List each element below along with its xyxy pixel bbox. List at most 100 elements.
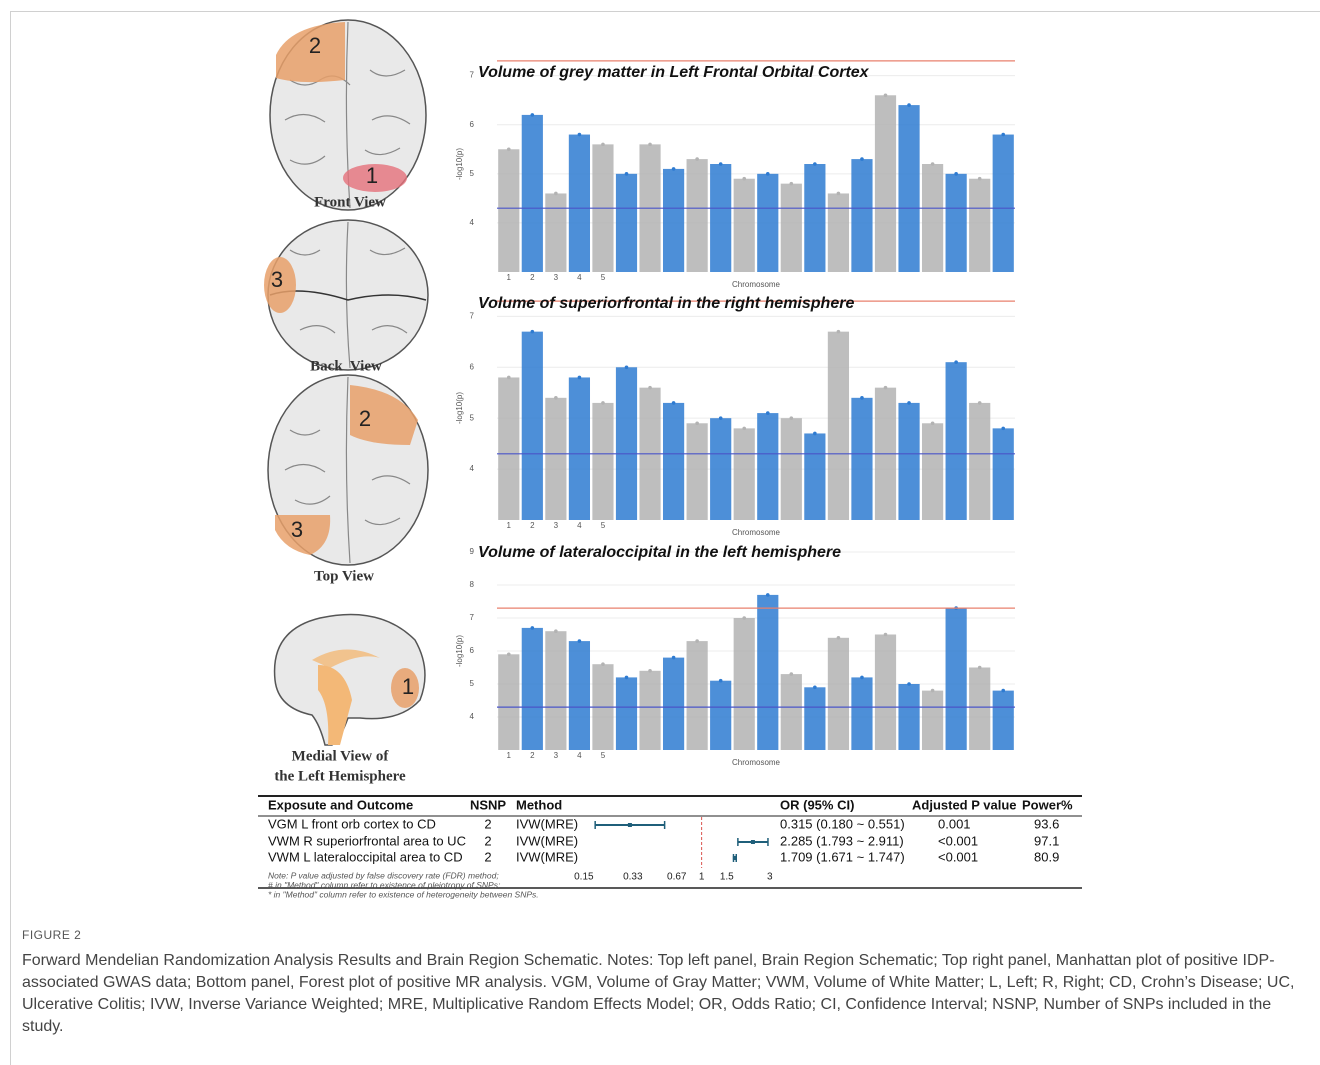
column-header: Adjusted P value — [912, 797, 1017, 812]
table-cell: 97.1 — [1034, 833, 1059, 848]
x-axis-label: Chromosome — [732, 528, 781, 537]
peak-point — [578, 639, 582, 643]
plot-title: Volume of lateraloccipital in the left h… — [478, 544, 841, 561]
chromosome-label: 2 — [530, 751, 535, 760]
peak-point — [601, 401, 605, 405]
peak-point — [1001, 133, 1005, 137]
table-cell: <0.001 — [938, 849, 978, 864]
peak-point — [954, 360, 958, 364]
peak-point — [837, 192, 841, 196]
peak-point — [931, 162, 935, 166]
peak-point — [742, 427, 746, 431]
chromosome-column — [498, 654, 519, 750]
peak-point — [672, 401, 676, 405]
chromosome-label: 2 — [530, 273, 535, 282]
peak-point — [790, 182, 794, 186]
peak-point — [907, 682, 911, 686]
table-cell: IVW(MRE) — [516, 849, 578, 864]
chromosome-column — [616, 367, 637, 520]
region-number: 2 — [359, 406, 371, 431]
column-header: Power% — [1022, 797, 1073, 812]
peak-point — [672, 167, 676, 171]
y-tick-label: 6 — [470, 120, 475, 129]
chromosome-column — [851, 677, 872, 750]
chromosome-column — [710, 681, 731, 750]
chromosome-label: 1 — [507, 521, 512, 530]
y-tick-label: 7 — [470, 311, 475, 320]
peak-point — [719, 416, 723, 420]
chromosome-column — [804, 687, 825, 750]
peak-point — [860, 396, 864, 400]
table-cell: 0.315 (0.180 ~ 0.551) — [780, 816, 905, 831]
y-tick-label: 4 — [470, 712, 475, 721]
column-header: OR (95% CI) — [780, 797, 854, 812]
chromosome-column — [781, 184, 802, 272]
y-tick-label: 7 — [470, 71, 475, 80]
peak-point — [695, 421, 699, 425]
chromosome-column — [898, 403, 919, 520]
peak-point — [931, 421, 935, 425]
column-header: Method — [516, 797, 562, 812]
chromosome-column — [545, 398, 566, 520]
chromosome-column — [663, 169, 684, 272]
peak-point — [695, 639, 699, 643]
peak-point — [766, 593, 770, 597]
table-cell: 93.6 — [1034, 816, 1059, 831]
peak-point — [954, 172, 958, 176]
view-label: Back View — [310, 358, 382, 374]
region-number: 1 — [366, 163, 378, 188]
figure: 2 1 Front View 3 Back View 2 3 Top View … — [0, 0, 1320, 920]
table-cell: 2 — [484, 849, 491, 864]
plot-title: Volume of grey matter in Left Frontal Or… — [478, 64, 870, 81]
chromosome-column — [922, 423, 943, 520]
chromosome-column — [922, 691, 943, 750]
chromosome-column — [710, 164, 731, 272]
forest-tick-label: 1.5 — [720, 872, 734, 883]
chromosome-column — [828, 193, 849, 272]
peak-point — [601, 143, 605, 147]
chromosome-column — [734, 618, 755, 750]
chromosome-label: 4 — [577, 751, 582, 760]
caption-text: Forward Mendelian Randomization Analysis… — [22, 950, 1312, 1038]
or-point — [733, 856, 737, 860]
chromosome-column — [969, 179, 990, 272]
table-note: # in "Method" column refer to existence … — [268, 880, 501, 890]
peak-point — [813, 686, 817, 690]
chromosome-column — [734, 179, 755, 272]
peak-point — [531, 626, 535, 630]
chromosome-column — [687, 423, 708, 520]
view-label: the Left Hemisphere — [274, 768, 406, 784]
table-cell: IVW(MRE) — [516, 833, 578, 848]
peak-point — [601, 662, 605, 666]
x-axis-label: Chromosome — [732, 758, 781, 767]
table-cell: VWM R superiorfrontal area to UC — [268, 833, 466, 848]
or-point — [628, 823, 632, 827]
chromosome-label: 4 — [577, 273, 582, 282]
peak-point — [837, 636, 841, 640]
y-tick-label: 9 — [470, 547, 475, 556]
region-number: 2 — [309, 33, 321, 58]
peak-point — [907, 401, 911, 405]
table-cell: 2 — [484, 816, 491, 831]
peak-point — [907, 103, 911, 107]
column-header: Exposute and Outcome — [268, 797, 413, 812]
table-cell: IVW(MRE) — [516, 816, 578, 831]
chromosome-column — [710, 418, 731, 520]
chromosome-column — [569, 641, 590, 750]
chromosome-column — [522, 332, 543, 520]
peak-point — [1001, 689, 1005, 693]
chromosome-column — [875, 635, 896, 751]
chromosome-column — [851, 159, 872, 272]
y-axis-label: -log10(p) — [455, 635, 464, 667]
peak-point — [813, 162, 817, 166]
chromosome-column — [898, 105, 919, 272]
forest-tick-label: 0.67 — [667, 872, 687, 883]
chromosome-column — [734, 428, 755, 520]
region-number: 3 — [271, 267, 283, 292]
peak-point — [813, 432, 817, 436]
peak-point — [672, 656, 676, 660]
peak-point — [719, 162, 723, 166]
view-label: Top View — [314, 568, 374, 584]
peak-point — [837, 330, 841, 334]
chromosome-column — [993, 428, 1014, 520]
